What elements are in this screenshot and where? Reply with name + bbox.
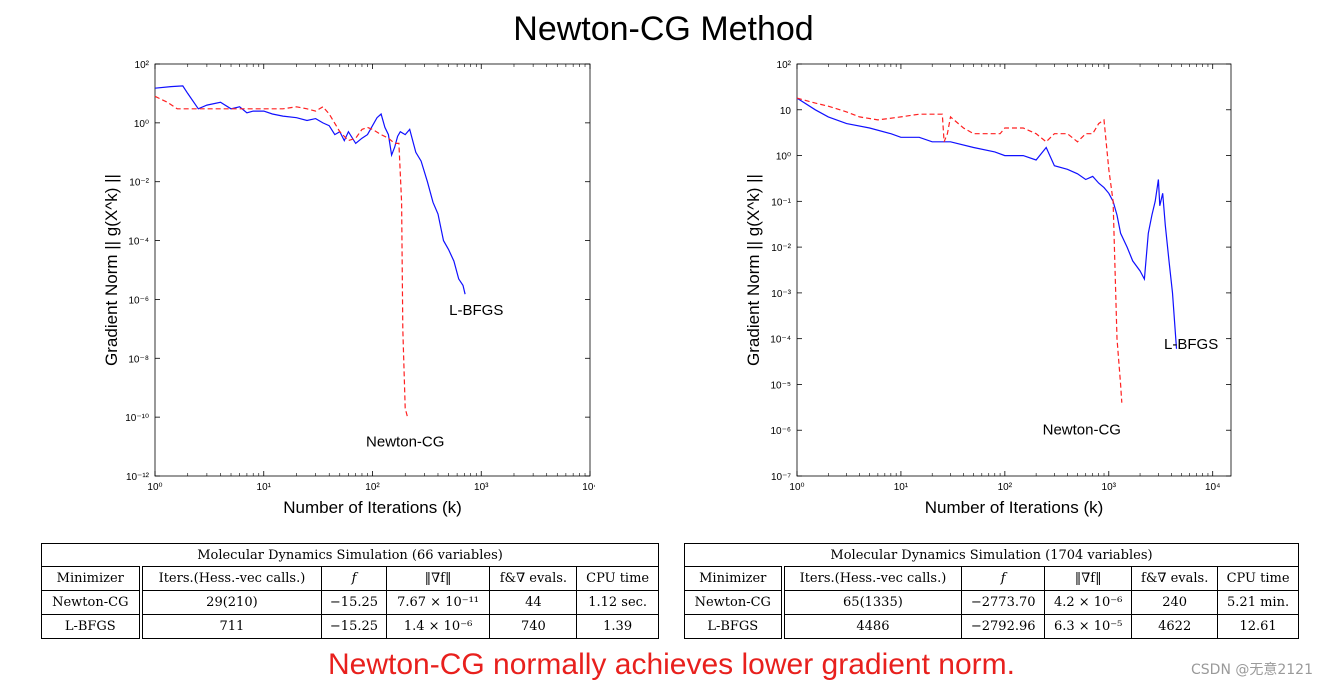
y-tick-label: 10⁻⁴ — [128, 237, 149, 248]
y-axis-label: Gradient Norm || g(X^k) || — [102, 174, 121, 366]
x-tick-label: 10⁴ — [582, 482, 595, 493]
table-caption: Molecular Dynamics Simulation (1704 vari… — [684, 543, 1299, 567]
series-label-l-bfgs: L-BFGS — [449, 302, 503, 319]
header-cpu-time: CPU time — [576, 566, 659, 591]
cell-iters: 711 — [140, 614, 323, 639]
footer-note: Newton-CG normally achieves lower gradie… — [328, 648, 1015, 681]
header-f: f — [961, 566, 1046, 591]
x-axis-label: Number of Iterations (k) — [283, 498, 462, 517]
x-tick-label: 10² — [365, 482, 380, 493]
table-row: Newton-CG 29(210) −15.25 7.67 × 10⁻¹¹ 44… — [40, 590, 659, 615]
y-tick-label: 10⁰ — [776, 152, 791, 163]
series-label-newton-cg: Newton-CG — [1043, 422, 1121, 439]
y-tick-label: 10⁻¹⁰ — [125, 413, 149, 424]
x-tick-label: 10¹ — [257, 482, 272, 493]
y-tick-label: 10⁻¹ — [771, 197, 791, 208]
series-line-newton-cg — [796, 97, 1123, 403]
cell-grad-norm: 7.67 × 10⁻¹¹ — [385, 590, 491, 615]
cell-grad-norm: 1.4 × 10⁻⁶ — [385, 614, 491, 639]
cell-grad-norm: 6.3 × 10⁻⁵ — [1044, 614, 1133, 639]
cell-f: −2792.96 — [961, 614, 1046, 639]
plot-frame — [796, 63, 1232, 477]
header-iters: Iters.(Hess.-vec calls.) — [140, 566, 323, 591]
cell-cpu-time: 1.12 sec. — [576, 590, 659, 615]
cell-f: −15.25 — [321, 590, 387, 615]
y-tick-label: 10⁻⁸ — [128, 354, 149, 365]
cell-evals: 44 — [489, 590, 578, 615]
left-chart: 10⁰ 10¹ 10² 10³ 10⁴ 10⁻¹² 10⁻¹⁰ 10⁻⁸ 10⁻⁶ 10⁻⁴ 10⁻… — [102, 60, 595, 517]
cell-evals: 4622 — [1131, 614, 1219, 639]
y-tick-label: 10⁰ — [134, 119, 149, 130]
cell-iters: 65(1335) — [782, 590, 963, 615]
header-evals: f&∇ evals. — [489, 566, 578, 591]
header-cpu-time: CPU time — [1217, 566, 1299, 591]
cell-cpu-time: 1.39 — [576, 614, 659, 639]
y-tick-label: 10⁻⁶ — [770, 426, 791, 437]
header-minimizer: Minimizer — [683, 566, 785, 591]
cell-f: −15.25 — [321, 614, 387, 639]
cell-iters: 4486 — [782, 614, 963, 639]
cell-cpu-time: 5.21 min. — [1217, 590, 1299, 615]
cell-cpu-time: 12.61 — [1217, 614, 1299, 639]
results-table-66-variables: Molecular Dynamics Simulation (66 variab… — [40, 543, 659, 639]
table-row: Newton-CG 65(1335) −2773.70 4.2 × 10⁻⁶ 2… — [683, 590, 1299, 615]
y-tick-label: 10⁻² — [771, 243, 791, 254]
watermark: CSDN @无意2121 — [1191, 662, 1313, 678]
x-tick-label: 10⁴ — [1205, 482, 1220, 493]
slide-title: Newton-CG Method — [513, 10, 814, 48]
y-tick-label: 10⁻² — [129, 178, 149, 189]
x-tick-label: 10³ — [474, 482, 489, 493]
series-line-l-bfgs — [796, 97, 1178, 349]
header-grad-norm: ‖∇f‖ — [1044, 566, 1133, 591]
right-chart: 10⁰ 10¹ 10² 10³ 10⁴ 10⁻⁷ 10⁻⁶ 10⁻⁵ 10⁻⁴ 10⁻³ 10⁻² 1… — [744, 60, 1232, 517]
cell-minimizer: L-BFGS — [40, 614, 143, 639]
cell-evals: 240 — [1131, 590, 1219, 615]
axis-ticks — [154, 63, 591, 477]
x-axis-label: Number of Iterations (k) — [925, 498, 1104, 517]
cell-minimizer: Newton-CG — [683, 590, 785, 615]
axis-ticks — [796, 63, 1231, 477]
cell-grad-norm: 4.2 × 10⁻⁶ — [1044, 590, 1133, 615]
series-label-newton-cg: Newton-CG — [366, 434, 444, 451]
header-f: f — [321, 566, 387, 591]
table-row: L-BFGS 4486 −2792.96 6.3 × 10⁻⁵ 4622 12.… — [683, 614, 1299, 639]
series-line-l-bfgs — [154, 85, 466, 295]
cell-minimizer: L-BFGS — [683, 614, 785, 639]
header-grad-norm: ‖∇f‖ — [385, 566, 491, 591]
y-tick-label: 10⁻⁷ — [771, 472, 791, 483]
cell-evals: 740 — [489, 614, 578, 639]
header-evals: f&∇ evals. — [1131, 566, 1219, 591]
y-tick-label: 10⁻⁵ — [770, 380, 791, 391]
y-tick-label: 10⁻⁴ — [770, 335, 791, 346]
series-line-newton-cg — [154, 95, 409, 418]
y-tick-label: 10⁻³ — [771, 289, 791, 300]
x-tick-label: 10⁰ — [147, 482, 162, 493]
header-iters: Iters.(Hess.-vec calls.) — [782, 566, 963, 591]
table-row: L-BFGS 711 −15.25 1.4 × 10⁻⁶ 740 1.39 — [40, 614, 659, 639]
y-tick-label: 10⁻¹² — [126, 472, 150, 483]
series-label-l-bfgs: L-BFGS — [1164, 336, 1218, 353]
y-tick-label: 10 — [780, 106, 792, 117]
cell-iters: 29(210) — [140, 590, 323, 615]
y-axis-label: Gradient Norm || g(X^k) || — [744, 174, 763, 366]
x-tick-label: 10² — [998, 482, 1013, 493]
results-table-1704-variables: Molecular Dynamics Simulation (1704 vari… — [683, 543, 1299, 639]
y-tick-label: 10² — [777, 60, 792, 71]
x-tick-label: 10¹ — [894, 482, 909, 493]
cell-minimizer: Newton-CG — [40, 590, 143, 615]
y-tick-label: 10⁻⁶ — [128, 295, 149, 306]
x-tick-label: 10⁰ — [789, 482, 804, 493]
x-tick-label: 10³ — [1102, 482, 1117, 493]
y-tick-label: 10² — [135, 60, 150, 71]
header-minimizer: Minimizer — [40, 566, 143, 591]
table-caption: Molecular Dynamics Simulation (66 variab… — [41, 543, 659, 567]
cell-f: −2773.70 — [961, 590, 1046, 615]
